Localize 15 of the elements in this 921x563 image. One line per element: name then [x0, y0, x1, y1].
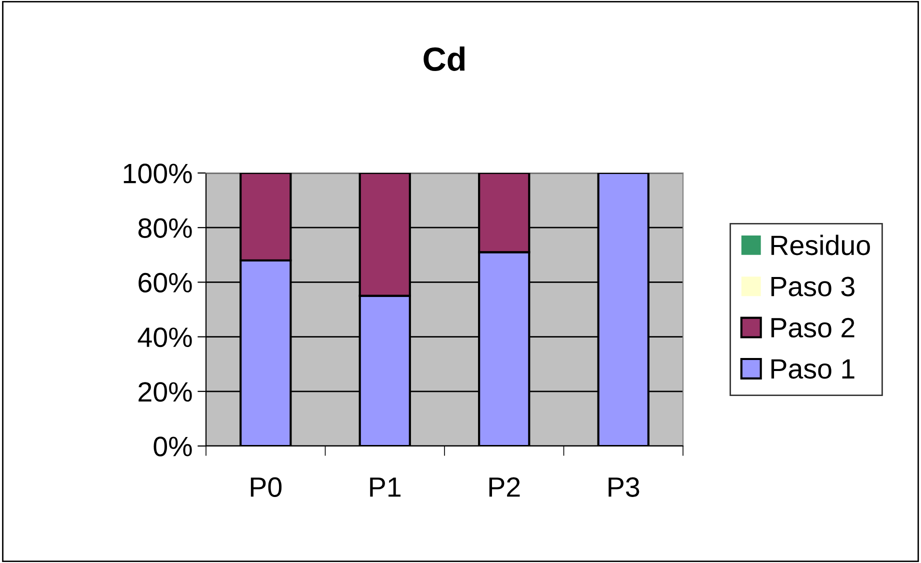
x-tick-label: P0 — [250, 477, 282, 497]
legend-label: Paso 1 — [771, 359, 854, 379]
y-tick-label: 60% — [138, 272, 192, 293]
x-tick-label: P2 — [489, 477, 520, 497]
x-tick-label: P3 — [608, 477, 640, 497]
chart-title: Cd — [424, 46, 465, 71]
y-tick-label: 80% — [138, 218, 192, 238]
legend-label: Residuo — [771, 234, 870, 256]
y-tick-label: 0% — [154, 436, 192, 456]
legend-label: Paso 3 — [771, 276, 854, 296]
y-tick-label: 100% — [124, 164, 192, 184]
x-tick-label: P1 — [370, 478, 401, 497]
y-tick-label: 40% — [138, 327, 192, 348]
y-tick-label: 20% — [138, 382, 192, 402]
legend-label: Paso 2 — [771, 318, 854, 338]
